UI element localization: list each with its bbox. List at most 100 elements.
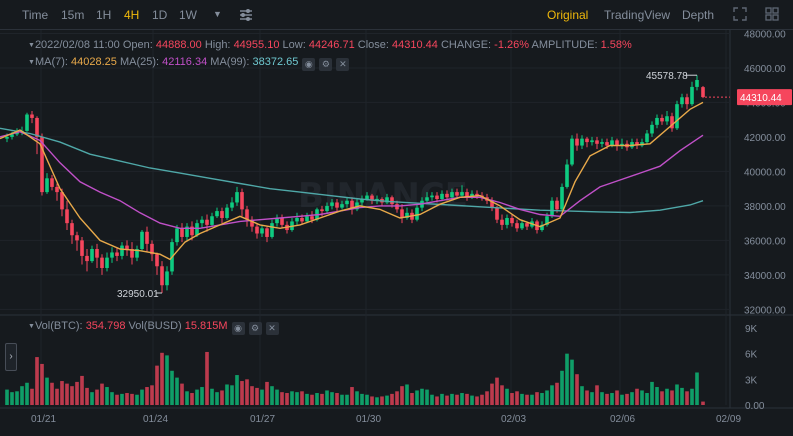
candle-body [525,223,529,227]
volume-bar [495,377,499,405]
volume-bar [275,389,279,405]
volume-bar [300,391,304,405]
ma7-value: 44028.25 [71,56,117,68]
volume-bar [435,396,439,405]
volume-bar [385,395,389,405]
volume-bar [410,393,414,405]
volume-bar [190,393,194,405]
candle-body [250,219,254,227]
price-tick-label: 42000.00 [744,133,786,144]
candle-body [580,138,584,146]
candle-body [435,195,439,200]
settings-icon[interactable]: ⚙ [319,58,333,71]
expand-panel-chevron-icon[interactable]: › [5,343,17,371]
volume-bar [600,392,604,405]
ohlc-date: 2022/02/08 11:00 [34,39,120,51]
volume-bar [650,381,654,405]
collapse-caret-icon[interactable]: ▼ [28,59,35,66]
volume-bar [260,389,264,405]
time-tick-label: 01/27 [250,414,275,425]
candle-body [635,142,639,146]
volume-bar [550,385,554,405]
volume-bar [420,388,424,405]
more-intervals-dropdown-icon[interactable]: ▼ [213,9,222,19]
volume-bar [55,388,59,405]
volume-bar [655,387,659,405]
ma99-label: MA(99): [210,56,250,68]
interval-1h[interactable]: 1H [96,8,112,22]
interval-1w[interactable]: 1W [179,8,197,22]
settings-icon[interactable]: ⚙ [248,322,262,335]
current-price-label: 44310.44 [740,93,782,104]
volume-bar [350,387,354,405]
interval-4h[interactable]: 4H [124,8,140,22]
volume-bar [225,384,229,405]
candle-body [35,117,39,137]
candle-body [225,207,229,218]
fullscreen-icon[interactable] [733,7,747,21]
candle-body [135,249,139,258]
close-icon[interactable]: ✕ [265,322,279,335]
candle-body [125,245,129,250]
candle-body [215,211,219,217]
candle-body [565,164,569,187]
volume-bar [490,383,494,405]
candle-body [555,200,559,210]
candle-body [590,140,594,143]
volume-bar [215,392,219,405]
candle-body [275,217,279,224]
volume-bar [210,388,214,405]
volume-bar [125,393,129,405]
volume-bar [475,396,479,405]
high-value: 44955.10 [233,39,280,51]
candle-body [265,228,269,237]
candle-body [175,228,179,243]
volume-bar [325,390,329,405]
volume-bar [405,384,409,405]
candle-body [240,192,244,210]
volume-bar [510,393,514,405]
view-original-tab[interactable]: Original [547,8,589,22]
candle-body [540,224,544,231]
volume-bar [390,393,394,405]
interval-1d[interactable]: 1D [152,8,168,22]
candle-body [365,195,369,200]
volume-tick-label: 9K [745,324,758,335]
candle-body [50,178,54,187]
collapse-caret-icon[interactable]: ▼ [28,323,35,330]
eye-icon[interactable]: ◉ [302,58,316,71]
time-tick-label: 01/24 [143,414,168,425]
volume-bar [470,395,474,405]
layout-grid-icon[interactable] [765,7,779,21]
time-tick-label: 01/21 [31,414,56,425]
indicator-settings-icon[interactable] [239,8,253,22]
ma99-line [0,127,704,214]
time-tick-label: 02/06 [610,414,635,425]
close-icon[interactable]: ✕ [336,58,350,71]
volume-bar [65,383,69,405]
candle-body [495,207,499,220]
collapse-caret-icon[interactable]: ▼ [28,42,35,49]
candle-body [325,205,329,212]
volume-bar [680,387,684,405]
candle-body [490,200,494,208]
candle-body [405,212,409,218]
candle-body [680,97,684,105]
volume-bar [415,390,419,405]
volume-bar [115,394,119,405]
volume-bar [345,394,349,405]
volume-bar [135,394,139,405]
ma7-line [0,101,704,261]
view-tradingview-tab[interactable]: TradingView [604,8,671,22]
interval-15m[interactable]: 15m [61,8,85,22]
volume-bar [245,379,249,405]
candle-body [90,249,94,262]
ma99-value: 38372.65 [252,56,299,68]
volume-bar [615,390,619,405]
candle-body [340,204,344,208]
volume-bar [685,391,689,405]
eye-icon[interactable]: ◉ [231,322,245,335]
candlestick-chart[interactable]: BINANCE 32000.0034000.0036000.0038000.00… [0,30,793,436]
interval-time[interactable]: Time [22,8,49,22]
view-depth-tab[interactable]: Depth [682,8,715,22]
